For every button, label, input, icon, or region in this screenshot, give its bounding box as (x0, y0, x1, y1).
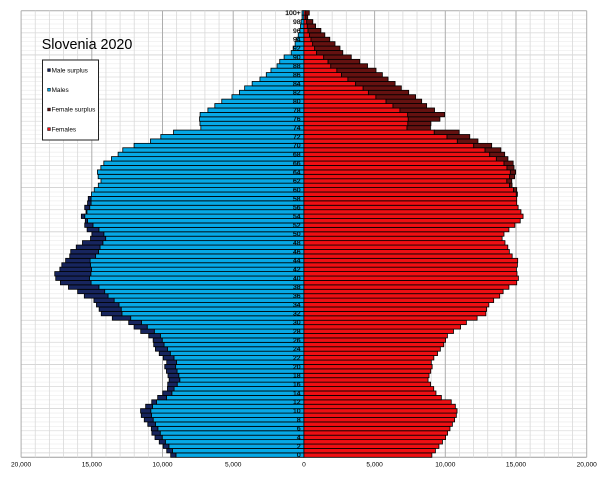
svg-text:96: 96 (293, 28, 301, 35)
svg-text:90: 90 (293, 54, 301, 61)
svg-text:50: 50 (293, 231, 301, 238)
svg-text:44: 44 (293, 258, 301, 265)
svg-text:5,000: 5,000 (366, 462, 383, 469)
svg-text:5,000: 5,000 (225, 462, 242, 469)
svg-text:58: 58 (293, 196, 301, 203)
svg-text:70: 70 (293, 143, 301, 150)
svg-text:42: 42 (293, 267, 301, 274)
svg-text:60: 60 (293, 187, 301, 194)
svg-text:Male surplus: Male surplus (52, 67, 88, 74)
svg-text:Males: Males (52, 87, 69, 94)
svg-text:0: 0 (302, 462, 306, 469)
svg-text:72: 72 (293, 134, 301, 141)
svg-text:36: 36 (293, 293, 301, 300)
svg-text:76: 76 (293, 116, 301, 123)
svg-text:28: 28 (293, 328, 301, 335)
svg-text:84: 84 (293, 81, 301, 88)
svg-text:0: 0 (297, 452, 301, 459)
svg-text:40: 40 (293, 275, 301, 282)
svg-text:18: 18 (293, 373, 301, 380)
svg-text:52: 52 (293, 222, 301, 229)
svg-text:10,000: 10,000 (435, 462, 456, 469)
svg-text:68: 68 (293, 152, 301, 159)
svg-text:54: 54 (293, 213, 301, 220)
svg-text:98: 98 (293, 19, 301, 26)
svg-text:Female surplus: Female surplus (52, 107, 96, 114)
svg-text:80: 80 (293, 99, 301, 106)
svg-text:20,000: 20,000 (577, 462, 598, 469)
svg-text:10: 10 (293, 408, 301, 415)
svg-text:62: 62 (293, 178, 301, 185)
svg-text:34: 34 (293, 302, 301, 309)
svg-text:26: 26 (293, 337, 301, 344)
svg-text:4: 4 (297, 435, 301, 442)
svg-text:82: 82 (293, 90, 301, 97)
svg-text:66: 66 (293, 160, 301, 167)
svg-text:15,000: 15,000 (506, 462, 527, 469)
svg-text:15,000: 15,000 (82, 462, 103, 469)
svg-text:94: 94 (293, 37, 301, 44)
svg-text:12: 12 (293, 399, 301, 406)
svg-text:24: 24 (293, 346, 301, 353)
svg-text:30: 30 (293, 320, 301, 327)
svg-text:Slovenia 2020: Slovenia 2020 (42, 37, 133, 53)
svg-text:6: 6 (297, 426, 301, 433)
svg-text:20,000: 20,000 (11, 462, 32, 469)
svg-text:20: 20 (293, 364, 301, 371)
svg-text:10,000: 10,000 (152, 462, 173, 469)
svg-text:74: 74 (293, 125, 301, 132)
svg-text:16: 16 (293, 381, 301, 388)
svg-text:56: 56 (293, 205, 301, 212)
svg-text:78: 78 (293, 107, 301, 114)
svg-text:92: 92 (293, 45, 301, 52)
svg-text:64: 64 (293, 169, 301, 176)
svg-text:48: 48 (293, 240, 301, 247)
svg-text:2: 2 (297, 443, 301, 450)
svg-text:32: 32 (293, 311, 301, 318)
svg-text:88: 88 (293, 63, 301, 70)
svg-text:14: 14 (293, 390, 301, 397)
svg-text:86: 86 (293, 72, 301, 79)
svg-text:22: 22 (293, 355, 301, 362)
svg-text:8: 8 (297, 417, 301, 424)
svg-text:100+: 100+ (285, 10, 300, 17)
svg-text:Females: Females (52, 126, 77, 133)
svg-text:38: 38 (293, 284, 301, 291)
svg-text:46: 46 (293, 249, 301, 256)
